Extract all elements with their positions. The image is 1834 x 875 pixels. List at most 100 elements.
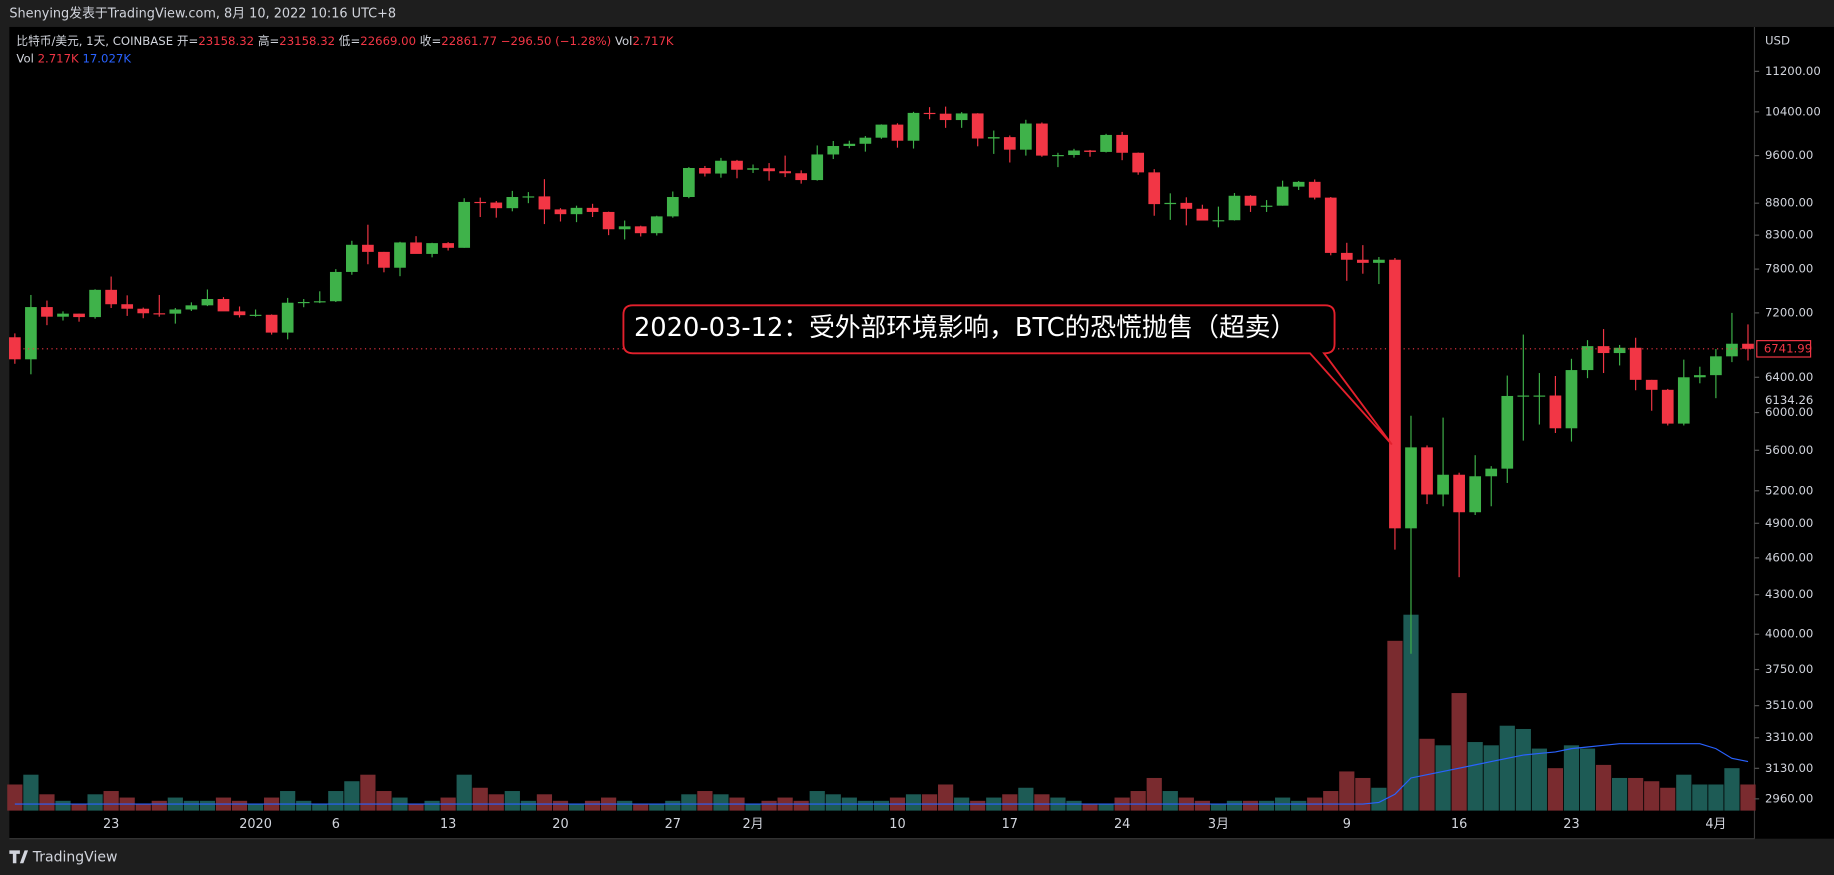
candle-body	[1389, 259, 1401, 529]
volume-bar	[199, 800, 216, 811]
volume-bar	[825, 794, 841, 811]
cursor-price-label: 6134.26	[1765, 393, 1813, 407]
candle-body	[1469, 476, 1482, 513]
volume-bar	[23, 774, 39, 811]
volume-bar	[1499, 725, 1515, 811]
volume-bar	[1547, 768, 1564, 811]
volume-bar	[151, 800, 167, 811]
open-value: 23158.32	[198, 33, 254, 47]
volume-bar	[87, 794, 103, 811]
candle-body	[1373, 259, 1385, 263]
y-tick-label: 8300.00	[1765, 228, 1813, 242]
candle-body	[1084, 150, 1096, 152]
candle-body	[1308, 181, 1321, 198]
candle-body	[169, 309, 182, 314]
volume-bar	[1355, 777, 1371, 811]
candle-body	[987, 137, 1000, 139]
candle-body	[939, 113, 952, 121]
candle-body	[329, 271, 342, 302]
volume-bar	[1162, 791, 1178, 811]
y-tick-label: 9600.00	[1765, 148, 1813, 162]
volume-bar	[1226, 800, 1243, 811]
candle-body	[763, 168, 775, 172]
candle-body	[1501, 395, 1514, 469]
candle-body	[1132, 152, 1145, 173]
volume-bar	[617, 800, 633, 811]
candle-body	[1661, 389, 1674, 424]
candle-body	[281, 302, 294, 333]
candle-body	[185, 305, 198, 310]
x-tick-label: 23	[1563, 817, 1579, 832]
change: −296.50 (−1.28%)	[501, 33, 611, 47]
volume-bar	[970, 800, 986, 811]
vol-label: Vol	[16, 51, 34, 65]
volume-bar	[1708, 784, 1724, 811]
y-tick-label: 7800.00	[1765, 262, 1813, 276]
close-label: 收=	[420, 33, 441, 47]
volume-bar	[1595, 764, 1612, 811]
volume-bar	[504, 791, 520, 811]
candle-body	[346, 244, 358, 272]
volume-bar	[793, 800, 809, 811]
candle-body	[1244, 195, 1257, 206]
annotation-box	[622, 304, 1393, 446]
candle-body	[1693, 375, 1706, 378]
annotation: 2020-03-12：受外部环境影响，BTC的恐慌抛售（超卖）	[634, 313, 1296, 343]
last-price-label: 6741.99	[1764, 341, 1812, 355]
candle-body	[490, 202, 503, 209]
header: Shenying发表于TradingView.com, 8月 10, 2022 …	[9, 6, 396, 22]
volume-bar	[328, 791, 344, 811]
volume-bar	[183, 800, 199, 811]
volume-bar	[1563, 745, 1580, 811]
candle-body	[1533, 395, 1546, 397]
candle-body	[731, 160, 743, 170]
volume-bar	[1403, 614, 1419, 811]
volume-bar	[649, 804, 665, 811]
volume-bar	[103, 791, 119, 811]
volume-ma-line	[14, 743, 1749, 805]
currency: USD	[1765, 33, 1790, 47]
candle-body	[474, 201, 487, 204]
volume-bar	[1676, 774, 1692, 811]
volume-bar	[568, 804, 585, 811]
x-tick-label: 2020	[239, 817, 272, 832]
open-label: 开=	[177, 33, 198, 47]
x-tick-label: 9	[1343, 817, 1351, 832]
candle-body	[105, 289, 117, 305]
volume-bar	[1628, 777, 1644, 811]
candle-body	[137, 308, 150, 314]
volume-bar	[376, 791, 392, 811]
candle-body	[1437, 474, 1449, 495]
volume-bar	[1724, 768, 1740, 811]
candle-body	[153, 313, 166, 315]
candle-body	[1036, 123, 1048, 156]
volume-bar	[745, 804, 761, 811]
legend: 比特币/美元, 1天, COINBASE 开=23158.32 高=23158.…	[16, 33, 674, 47]
volume-bar	[1483, 745, 1499, 811]
candle-body	[827, 146, 840, 155]
volume-bar	[633, 804, 649, 811]
volume-bar	[71, 804, 87, 811]
candle-body	[426, 243, 438, 254]
candle-body	[650, 216, 663, 234]
candle-body	[1116, 134, 1128, 153]
y-tick-label: 11200.00	[1765, 64, 1821, 78]
x-tick-label: 6	[332, 817, 340, 832]
volume-bar	[761, 800, 777, 811]
volume-bar	[1098, 804, 1114, 811]
candle-body	[875, 124, 888, 138]
candle-body	[249, 314, 262, 316]
candle-body	[297, 301, 310, 304]
candle-body	[554, 209, 567, 215]
x-tick-label: 17	[1002, 817, 1018, 832]
candle-body	[634, 226, 647, 234]
volume-bar	[1323, 791, 1339, 811]
y-tick-label: 3510.00	[1765, 698, 1813, 712]
volume-bar	[1018, 787, 1034, 811]
y-tick-label: 10400.00	[1765, 104, 1821, 118]
volume-bar	[697, 791, 713, 811]
symbol: 比特币/美元, 1天, COINBASE	[16, 33, 173, 47]
volume-bar	[1371, 787, 1387, 811]
volume-bar	[584, 800, 601, 811]
